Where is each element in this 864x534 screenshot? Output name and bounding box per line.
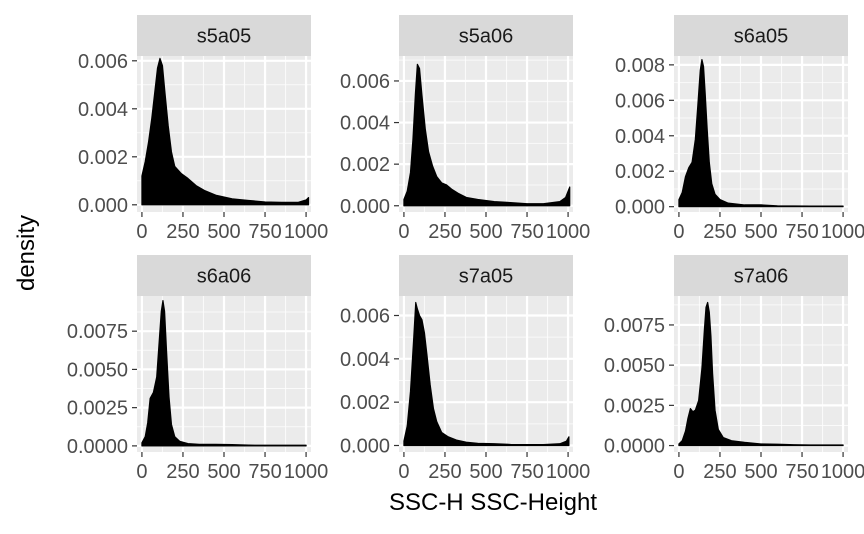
density-area [141,57,310,206]
facet-panel-s7a06: s7a06 0.0000 0.0025 0.0050 0.0075 0 250 500 750 1… [604,255,864,483]
facet-strip-label: s6a05 [734,26,789,48]
y-tick-label: 0.004 [78,99,128,121]
x-tick-label: 750 [248,461,281,483]
y-tick-label: 0.000 [340,436,390,458]
density-area [403,63,571,207]
facet-panel-s6a06: s6a06 0.0000 0.0025 0.0050 0.0075 0 250 500 750 1… [67,255,328,483]
facet-strip [137,255,311,296]
y-axis-title: density [13,215,40,291]
y-tick-label: 0.002 [78,147,128,169]
y-tick-label: 0.0075 [604,315,665,337]
x-tick-label: 750 [510,461,543,483]
x-tick-label: 250 [703,461,736,483]
x-tick-label: 750 [785,461,818,483]
x-tick-label: 1000 [821,461,864,483]
x-tick-label: 1000 [546,461,591,483]
y-tick-label: 0.0075 [67,321,128,343]
y-tick-label: 0.002 [340,392,390,414]
y-tick-label: 0.002 [340,154,390,176]
x-tick-label: 500 [744,221,777,243]
facet-strip-label: s5a06 [459,26,514,48]
y-tick-label: 0.0050 [67,359,128,381]
y-tick-label: 0.0000 [604,436,665,458]
density-area [141,299,307,447]
y-tick-label: 0.006 [340,306,390,328]
x-tick-label: 0 [398,461,409,483]
facet-panel-s5a05: s5a05 0.000 0.002 0.004 0.006 0 250 500 750 1000 [78,15,328,243]
facet-strip [674,255,848,296]
x-tick-label: 0 [673,461,684,483]
x-tick-label: 0 [673,221,684,243]
x-tick-label: 500 [207,461,240,483]
density-area [403,301,570,447]
x-axis-title: SSC-H SSC-Height [389,489,597,516]
density-area [678,301,844,447]
x-tick-label: 1000 [284,221,329,243]
x-tick-label: 250 [703,221,736,243]
x-tick-label: 1000 [821,221,864,243]
facet-strip-label: s7a05 [459,266,514,288]
y-tick-label: 0.002 [615,161,665,183]
y-tick-label: 0.0025 [604,395,665,417]
x-tick-label: 500 [469,221,502,243]
x-tick-label: 750 [248,221,281,243]
y-tick-label: 0.0025 [67,398,128,420]
x-tick-label: 1000 [284,461,329,483]
x-tick-label: 250 [428,221,461,243]
y-tick-label: 0.004 [615,126,665,148]
y-tick-label: 0.006 [78,51,128,73]
facet-panel-s7a05: s7a05 0.000 0.002 0.004 0.006 0 250 500 750 1000 [340,255,590,483]
x-tick-label: 250 [166,221,199,243]
x-tick-label: 750 [785,221,818,243]
y-tick-label: 0.0000 [67,436,128,458]
x-tick-label: 750 [510,221,543,243]
y-tick-label: 0.000 [340,196,390,218]
facet-strip [399,255,573,296]
x-tick-label: 0 [136,221,147,243]
facet-strip [137,15,311,56]
y-tick-label: 0.006 [340,71,390,93]
facet-strip [674,15,848,56]
x-tick-label: 500 [469,461,502,483]
y-tick-label: 0.0050 [604,355,665,377]
density-area [678,58,844,208]
y-tick-label: 0.000 [78,195,128,217]
x-tick-label: 250 [428,461,461,483]
x-tick-label: 1000 [546,221,591,243]
facet-strip-label: s7a06 [734,266,789,288]
y-tick-label: 0.004 [340,349,390,371]
facet-strip-label: s5a05 [197,26,252,48]
facet-strip-label: s6a06 [197,266,252,288]
y-tick-label: 0.008 [615,55,665,77]
facet-panel-s6a05: s6a05 0.000 0.002 0.004 0.006 0.008 0 250 500 750… [615,15,864,243]
x-tick-label: 500 [744,461,777,483]
x-tick-label: 0 [398,221,409,243]
y-tick-label: 0.000 [615,197,665,219]
x-tick-label: 500 [207,221,240,243]
x-tick-label: 0 [136,461,147,483]
x-tick-label: 250 [166,461,199,483]
y-tick-label: 0.006 [615,90,665,112]
facet-strip [399,15,573,56]
facet-panel-s5a06: s5a06 0.000 0.002 0.004 0.006 0 250 500 750 1000 [340,15,590,243]
y-tick-label: 0.004 [340,113,390,135]
